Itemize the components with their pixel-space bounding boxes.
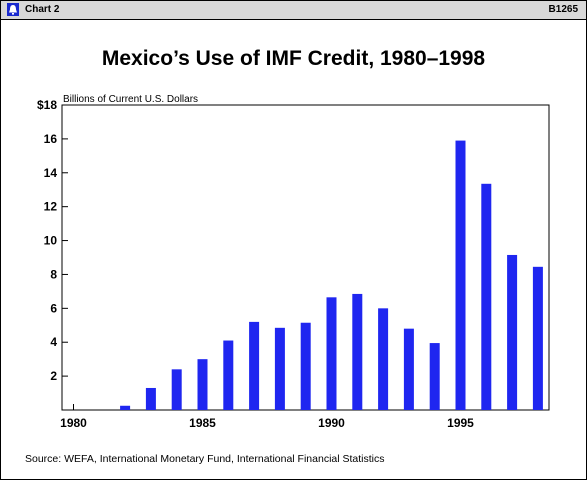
bar-1985	[197, 359, 208, 410]
bar-1996	[481, 183, 492, 410]
bar-1992	[378, 308, 389, 410]
bell-logo-icon	[7, 3, 19, 16]
y-tick-label: 10	[44, 234, 58, 248]
bar-1984	[171, 369, 182, 410]
bar-1989	[300, 322, 311, 410]
bar-1987	[249, 321, 260, 410]
header-bar: Chart 2 B1265	[1, 1, 586, 20]
bar-1994	[429, 343, 440, 410]
chart-code: B1265	[548, 4, 578, 15]
bar-1990	[326, 297, 337, 410]
y-tick-label: 12	[44, 200, 58, 214]
bar-1998	[532, 266, 543, 410]
bar-1988	[274, 327, 285, 410]
x-tick-label: 1980	[60, 416, 87, 430]
bar-1997	[507, 254, 518, 410]
y-tick-label: 8	[50, 267, 57, 281]
x-tick-label: 1990	[318, 416, 345, 430]
chart-number-label: Chart 2	[25, 4, 60, 15]
y-tick-label: $18	[37, 98, 57, 112]
y-tick-label: 4	[50, 335, 57, 349]
y-tick-label: 6	[50, 301, 57, 315]
y-tick-label: 16	[44, 132, 58, 146]
y-tick-label: 14	[44, 166, 58, 180]
x-tick-label: 1995	[447, 416, 474, 430]
bar-1991	[352, 293, 363, 410]
bar-chart: Billions of Current U.S. Dollars 2 4 6 8 10 1…	[37, 94, 550, 430]
bar-1982	[120, 405, 131, 410]
bar-1983	[145, 387, 156, 410]
source-note: Source: WEFA, International Monetary Fun…	[25, 453, 385, 465]
bar-1993	[403, 328, 414, 410]
chart-title: Mexico’s Use of IMF Credit, 1980–1998	[101, 47, 486, 70]
y-tick-label: 2	[50, 369, 57, 383]
bar-1986	[223, 340, 234, 410]
x-tick-label: 1985	[189, 416, 216, 430]
y-axis-label: Billions of Current U.S. Dollars	[63, 94, 198, 105]
bar-1995	[455, 140, 466, 411]
